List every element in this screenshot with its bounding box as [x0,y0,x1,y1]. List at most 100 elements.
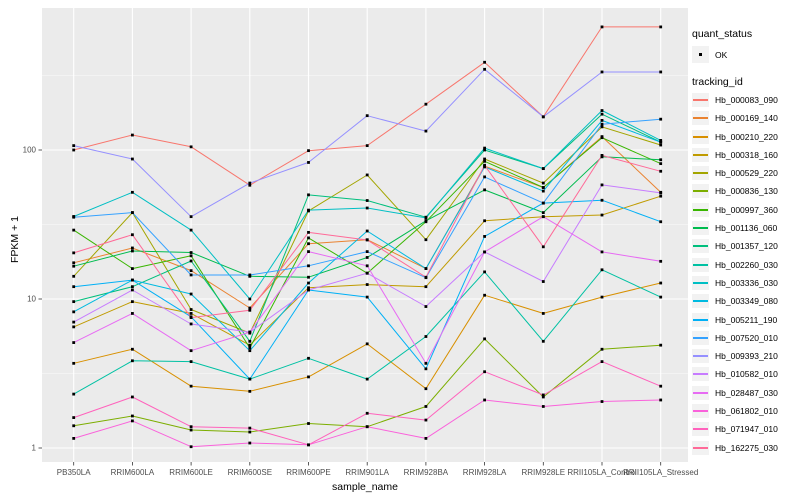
data-point [189,259,193,263]
data-point [424,305,428,308]
data-point [248,389,252,393]
legend-series-list: Hb_000083_090 Hb_000169_140 Hb_000210_220 H… [692,93,800,455]
legend-item: Hb_162275_030 [692,440,800,455]
legend-item: Hb_000169_140 [692,111,800,126]
data-point [424,361,428,365]
data-point [424,219,428,223]
legend-line-swatch [693,227,708,230]
legend-line-swatch [693,135,708,138]
legend-key-box [692,111,709,126]
data-point [483,67,486,71]
data-point [307,286,310,290]
data-point [365,238,369,242]
legend-item-label: Hb_000318_160 [715,149,778,160]
legend-item: Hb_000210_220 [692,129,800,144]
data-point [307,275,310,279]
data-point [248,343,252,347]
data-point [659,295,663,299]
data-point [659,194,663,198]
legend-key-box [692,440,709,455]
x-tick-label: RRII105LA_Stressed [623,468,698,477]
y-tick-label: 100 [23,146,37,155]
data-point [541,181,545,185]
data-point [659,162,663,166]
legend-key-box [692,275,709,290]
data-point [189,316,193,320]
data-point [483,146,486,150]
data-point [72,341,76,344]
legend-key-box [692,330,709,345]
data-point [483,250,486,254]
data-point [131,190,134,194]
data-point [248,183,252,187]
legend-item-label: Hb_000169_140 [715,113,778,124]
legend-line-swatch [693,410,708,413]
data-point [659,191,663,195]
data-point [72,274,76,278]
legend-item-label: Hb_000997_360 [715,204,778,215]
data-point [424,285,428,289]
data-point [483,157,486,161]
data-point [365,114,369,118]
data-point [72,392,76,396]
data-point [600,295,604,299]
data-point [365,295,369,299]
data-point [248,430,252,434]
x-tick-label: RRIM928BA [404,468,449,477]
legend-key-box [692,385,709,400]
legend-item-label: Hb_071947_010 [715,424,778,435]
data-point [131,414,134,418]
data-point [600,268,604,272]
point-marker-icon [699,53,702,56]
data-point [72,144,76,148]
data-point [131,312,134,315]
legend-line-swatch [693,336,708,339]
legend-item: Hb_010582_010 [692,367,800,382]
legend-item-label: Hb_000836_130 [715,186,778,197]
y-tick-label: 1 [32,444,37,453]
legend-key-box [692,239,709,254]
data-point [541,395,545,399]
legend-line-swatch [693,263,708,266]
x-tick-label: RRIM928LA [463,468,507,477]
data-point [365,144,369,148]
legend-key-box [692,367,709,382]
data-point [600,183,604,187]
data-point [248,441,252,445]
data-point [424,129,428,133]
data-point [131,288,134,292]
legend-item: Hb_028487_030 [692,385,800,400]
legend-key-box [692,257,709,272]
data-point [189,349,193,353]
legend-key-box [692,312,709,327]
panel-background [42,8,688,462]
data-point [483,159,486,163]
data-point [483,60,486,64]
data-point [248,346,252,350]
x-tick-label: RRIM600LE [169,468,213,477]
legend-key-box [692,221,709,236]
data-point [659,220,663,224]
data-point [248,297,252,301]
data-point [483,235,486,238]
legend-item: Hb_000083_090 [692,93,800,107]
legend-item: Hb_002260_030 [692,257,800,272]
data-point [659,117,663,121]
legend-item: Hb_001357_120 [692,239,800,254]
legend-item-label: Hb_000083_090 [715,95,778,105]
legend-line-swatch [693,245,708,248]
data-point [72,436,76,440]
data-point [365,425,369,429]
data-point [600,347,604,351]
data-point [131,395,134,399]
data-point [483,293,486,297]
data-point [131,233,134,237]
legend-item-label: Hb_003336_030 [715,277,778,288]
legend-key-box [692,184,709,199]
data-point [131,359,134,363]
data-point [659,343,663,347]
data-point [365,271,369,275]
data-point [307,443,310,447]
data-point [659,25,663,29]
legend-item-label: Hb_061802_010 [715,406,778,417]
